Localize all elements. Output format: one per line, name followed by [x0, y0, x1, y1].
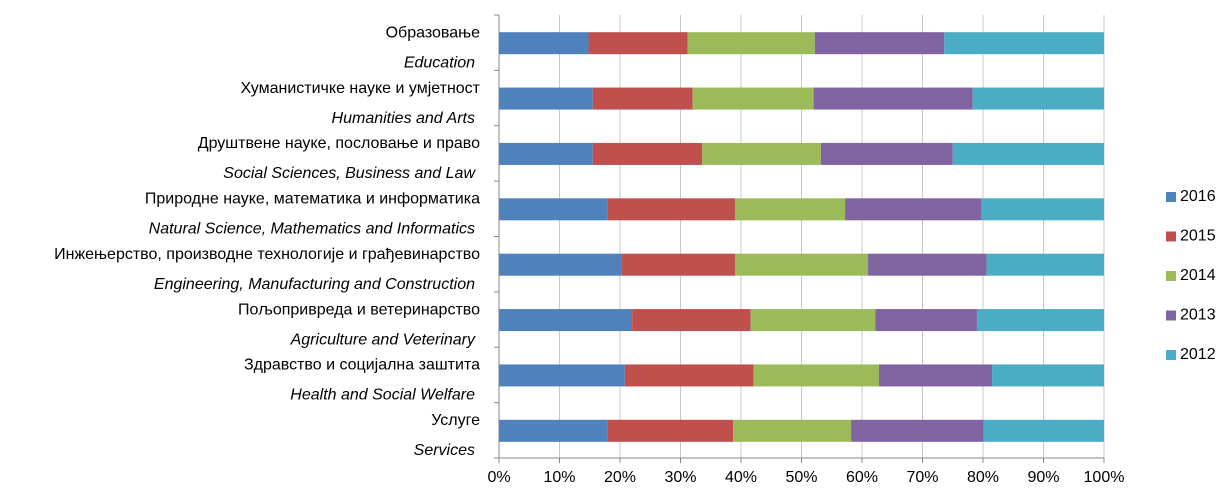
legend-swatch: [1166, 271, 1176, 281]
bar-segment: [499, 198, 608, 221]
category-label: Пољопривреда и ветеринарство: [238, 301, 480, 318]
bar-segment: [813, 87, 973, 110]
x-tick-label: 70%: [906, 469, 938, 486]
category-label: Природне науке, математика и информатика: [145, 191, 480, 208]
bar-segment: [753, 364, 879, 387]
x-tick-label: 10%: [543, 469, 575, 486]
bar-segment: [972, 87, 1104, 110]
category-label: Образовање: [386, 24, 481, 41]
bar-segment: [851, 419, 984, 442]
x-tick-label: 60%: [846, 469, 878, 486]
legend-label: 2012: [1180, 346, 1216, 363]
bar-segment: [734, 198, 846, 221]
x-tick-label: 40%: [725, 469, 757, 486]
x-tick-label: 90%: [1027, 469, 1059, 486]
bar-segment: [621, 253, 735, 276]
bar-segment: [499, 253, 622, 276]
category-label-en: Agriculture and Veterinary: [290, 331, 476, 348]
bar-segment: [692, 87, 814, 110]
bar-segment: [592, 142, 703, 165]
x-tick-label: 100%: [1084, 469, 1125, 486]
bar-segment: [944, 32, 1104, 55]
category-label: Услуге: [431, 412, 480, 429]
x-tick-label: 50%: [785, 469, 817, 486]
bar-segment: [499, 309, 633, 332]
category-label: Здравство и социјална заштита: [244, 357, 480, 374]
category-label-en: Health and Social Welfare: [290, 387, 475, 404]
legend-swatch: [1166, 231, 1176, 242]
bar-segment: [632, 309, 751, 332]
category-label-en: Services: [414, 442, 475, 459]
bar-segment: [588, 32, 688, 55]
bar-segment: [875, 309, 977, 332]
x-tick-label: 30%: [664, 469, 696, 486]
category-label-en: Engineering, Manufacturing and Construct…: [154, 276, 475, 293]
bar-segment: [499, 32, 589, 55]
bar-segment: [986, 253, 1104, 276]
bar-segment: [976, 309, 1104, 332]
bar-segment: [868, 253, 987, 276]
bar-segment: [952, 142, 1104, 165]
bar-segment: [624, 364, 754, 387]
legend-swatch: [1166, 310, 1176, 321]
category-label-en: Social Sciences, Business and Law: [223, 165, 476, 182]
bar-segment: [687, 32, 815, 55]
bar-segment: [983, 419, 1104, 442]
bar-segment: [733, 419, 852, 442]
bar-segment: [814, 32, 945, 55]
bar-segment: [499, 87, 593, 110]
bar-segment: [499, 364, 625, 387]
bar-segment: [820, 142, 953, 165]
bar-segment: [592, 87, 693, 110]
x-tick-label: 20%: [604, 469, 636, 486]
legend-label: 2016: [1180, 188, 1216, 205]
category-label-en: Education: [404, 54, 475, 71]
category-label: Друштвене науке, пословање и право: [198, 135, 480, 152]
legend-swatch: [1166, 350, 1176, 360]
bar-segment: [734, 253, 869, 276]
legend-label: 2013: [1180, 307, 1216, 324]
bar-segment: [499, 419, 608, 442]
bar-segment: [607, 198, 735, 221]
bar-segment: [499, 142, 593, 165]
category-label: Хуманистичке науке и умјетност: [240, 80, 480, 97]
x-tick-label: 0%: [487, 469, 510, 486]
bar-segment: [845, 198, 982, 221]
bar-segment: [607, 419, 734, 442]
x-tick-label: 80%: [967, 469, 999, 486]
bar-segment: [878, 364, 993, 387]
bar-segment: [981, 198, 1104, 221]
legend-label: 2015: [1180, 228, 1216, 245]
bar-segment: [992, 364, 1104, 387]
category-label-en: Humanities and Arts: [332, 110, 475, 127]
category-label-en: Natural Science, Mathematics and Informa…: [149, 221, 475, 238]
legend-label: 2014: [1180, 267, 1216, 284]
bar-segment: [702, 142, 821, 165]
bar-segment: [750, 309, 876, 332]
legend-swatch: [1166, 192, 1176, 202]
category-label: Инжењерство, производне технологије и гр…: [54, 246, 480, 263]
